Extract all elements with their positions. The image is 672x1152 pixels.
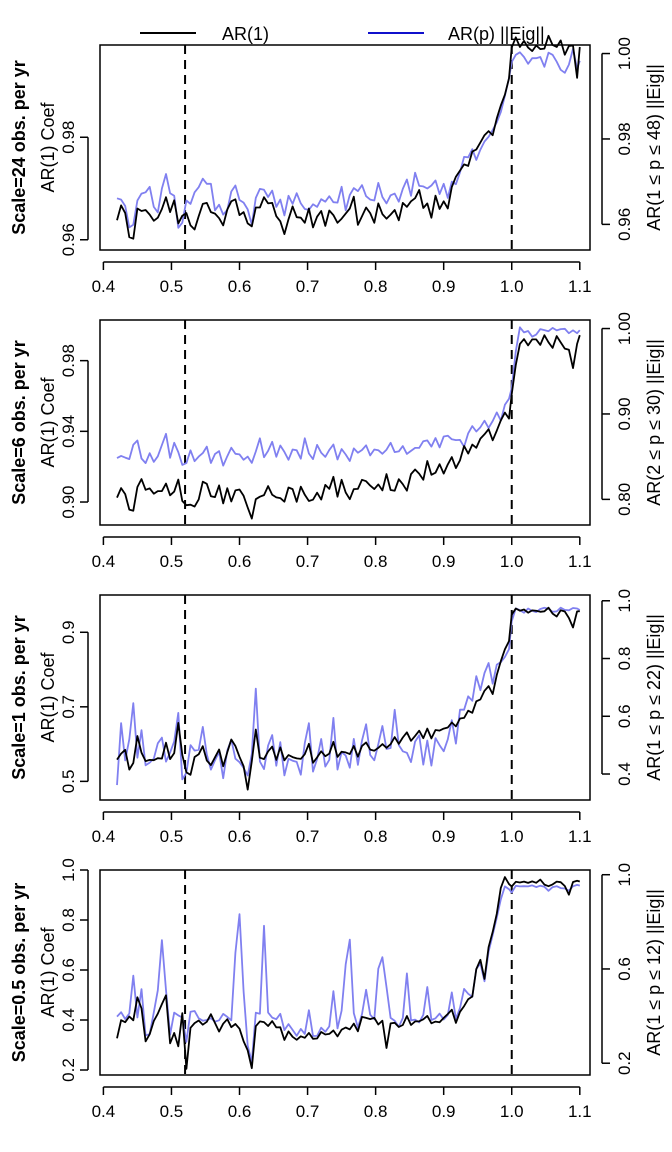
y-tick-right-label: 0.96 bbox=[615, 208, 634, 241]
x-tick-label: 0.4 bbox=[92, 827, 116, 846]
x-tick-label: 1.0 bbox=[500, 277, 524, 296]
y-tick-right-label: 0.6 bbox=[615, 957, 634, 981]
y-tick-left-label: 0.96 bbox=[59, 223, 78, 256]
series-arp-line bbox=[116, 606, 581, 786]
y-tick-left-label: 0.8 bbox=[59, 908, 78, 932]
x-tick-label: 0.9 bbox=[432, 552, 456, 571]
x-tick-label: 0.5 bbox=[160, 552, 184, 571]
y-tick-left-label: 0.5 bbox=[59, 770, 78, 794]
panel-2: 0.4 0.5 0.6 0.7 0.8 0.9 1.0 1.1 0.90 0.94 0.98 0.80… bbox=[9, 312, 664, 571]
x-tick-label: 1.1 bbox=[568, 1102, 592, 1121]
x-tick-label: 0.9 bbox=[432, 1102, 456, 1121]
y-tick-left-label: 0.4 bbox=[59, 1008, 78, 1032]
y-tick-left-label: 0.6 bbox=[59, 958, 78, 982]
chart-panels: 0.4 0.5 0.6 0.7 0.8 0.9 1.0 1.1 0.96 0.98 0.96 0.98… bbox=[9, 34, 664, 1121]
x-tick-label: 0.6 bbox=[228, 827, 252, 846]
y-axis-left-title: AR(1) Coef bbox=[38, 926, 58, 1017]
legend-arp-label: AR(p) ||Eig|| bbox=[448, 24, 545, 44]
series-ar1-line bbox=[116, 334, 581, 520]
x-tick-label: 0.5 bbox=[160, 827, 184, 846]
y-axis-left-title: AR(1) Coef bbox=[38, 101, 58, 192]
y-tick-left-label: 0.9 bbox=[59, 620, 78, 644]
y-tick-right-label: 1.00 bbox=[615, 37, 634, 70]
series-arp-line bbox=[116, 884, 581, 1063]
y-axis-left-title: AR(1) Coef bbox=[38, 651, 58, 742]
legend-ar1-label: AR(1) bbox=[222, 24, 269, 44]
x-tick-label: 0.6 bbox=[228, 277, 252, 296]
x-tick-label: 1.1 bbox=[568, 552, 592, 571]
y-axis-right-title: AR(1 ≤ p ≤ 22) ||Eig|| bbox=[644, 614, 664, 781]
y-tick-right-label: 0.90 bbox=[615, 397, 634, 430]
y-tick-left-label: 1.0 bbox=[59, 858, 78, 882]
row-label: Scale=24 obs. per yr bbox=[9, 60, 29, 235]
plot-frame bbox=[99, 594, 591, 801]
panel-1: 0.4 0.5 0.6 0.7 0.8 0.9 1.0 1.1 0.96 0.98 0.96 0.98… bbox=[9, 34, 664, 296]
y-tick-left-label: 0.7 bbox=[59, 695, 78, 719]
x-tick-label: 1.0 bbox=[500, 1102, 524, 1121]
legend: AR(1) AR(p) ||Eig|| bbox=[140, 24, 545, 44]
y-tick-right-label: 0.2 bbox=[615, 1051, 634, 1075]
y-tick-left-label: 0.90 bbox=[59, 485, 78, 518]
y-tick-right-label: 0.8 bbox=[615, 647, 634, 671]
x-tick-label: 0.8 bbox=[364, 552, 388, 571]
row-label: Scale=0.5 obs. per yr bbox=[9, 883, 29, 1063]
series-arp-line bbox=[116, 47, 581, 229]
x-tick-label: 0.7 bbox=[296, 277, 320, 296]
x-tick-label: 0.9 bbox=[432, 827, 456, 846]
x-tick-label: 0.7 bbox=[296, 1102, 320, 1121]
x-tick-label: 0.4 bbox=[92, 552, 116, 571]
x-tick-label: 1.1 bbox=[568, 827, 592, 846]
x-tick-label: 0.6 bbox=[228, 552, 252, 571]
x-tick-label: 1.0 bbox=[500, 827, 524, 846]
y-tick-right-label: 1.0 bbox=[615, 589, 634, 613]
series-arp-line bbox=[116, 326, 581, 467]
x-tick-label: 1.1 bbox=[568, 277, 592, 296]
y-tick-right-label: 0.98 bbox=[615, 122, 634, 155]
x-tick-label: 0.8 bbox=[364, 277, 388, 296]
x-tick-label: 0.5 bbox=[160, 1102, 184, 1121]
y-tick-left-label: 0.98 bbox=[59, 121, 78, 154]
x-tick-label: 0.9 bbox=[432, 277, 456, 296]
x-tick-label: 0.8 bbox=[364, 827, 388, 846]
y-tick-right-label: 0.80 bbox=[615, 483, 634, 516]
x-tick-label: 0.6 bbox=[228, 1102, 252, 1121]
y-axis-right-title: AR(2 ≤ p ≤ 30) ||Eig|| bbox=[644, 339, 664, 506]
x-tick-label: 0.4 bbox=[92, 1102, 116, 1121]
row-label: Scale=1 obs. per yr bbox=[9, 615, 29, 780]
plot-frame bbox=[99, 319, 591, 526]
plot-frame bbox=[99, 44, 591, 251]
y-tick-right-label: 1.00 bbox=[615, 312, 634, 345]
y-axis-right-title: AR(1 ≤ p ≤ 12) ||Eig|| bbox=[644, 889, 664, 1056]
y-tick-left-label: 0.2 bbox=[59, 1058, 78, 1082]
series-ar1-line bbox=[116, 34, 581, 240]
plot-frame bbox=[99, 869, 591, 1076]
y-tick-right-label: 1.0 bbox=[615, 863, 634, 887]
x-tick-label: 0.7 bbox=[296, 827, 320, 846]
x-tick-label: 0.8 bbox=[364, 1102, 388, 1121]
x-tick-label: 0.7 bbox=[296, 552, 320, 571]
row-label: Scale=6 obs. per yr bbox=[9, 340, 29, 505]
y-tick-left-label: 0.98 bbox=[59, 344, 78, 377]
panel-4: 0.4 0.5 0.6 0.7 0.8 0.9 1.0 1.1 0.2 0.4 0.6 0.8 1.0 0… bbox=[9, 858, 664, 1121]
x-tick-label: 0.4 bbox=[92, 277, 116, 296]
y-axis-left-title: AR(1) Coef bbox=[38, 376, 58, 467]
y-axis-right-title: AR(1 ≤ p ≤ 48) ||Eig|| bbox=[644, 64, 664, 231]
y-tick-right-label: 0.6 bbox=[615, 704, 634, 728]
x-tick-label: 1.0 bbox=[500, 552, 524, 571]
x-tick-label: 0.5 bbox=[160, 277, 184, 296]
panel-3: 0.4 0.5 0.6 0.7 0.8 0.9 1.0 1.1 0.5 0.7 0.9 0.4 0.6 0… bbox=[9, 589, 664, 846]
y-tick-left-label: 0.94 bbox=[59, 415, 78, 448]
series-ar1-line bbox=[116, 876, 581, 1070]
y-tick-right-label: 0.4 bbox=[615, 762, 634, 786]
series-ar1-line bbox=[116, 606, 580, 791]
